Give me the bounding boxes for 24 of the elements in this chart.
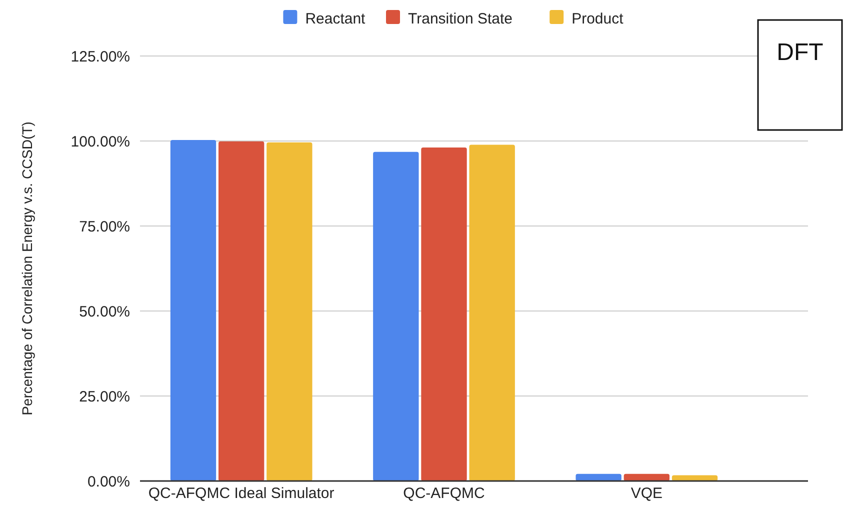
bar	[218, 141, 264, 481]
bar	[469, 144, 515, 481]
legend-label: Product	[572, 10, 624, 28]
y-tick-label: 125.00%	[70, 48, 130, 66]
y-tick-label: 25.00%	[79, 388, 130, 406]
bar	[624, 474, 670, 481]
y-tick-label: 50.00%	[79, 303, 130, 320]
bar	[266, 142, 312, 481]
bar	[421, 147, 467, 481]
x-tick-label: QC-AFQMC	[403, 485, 485, 502]
bar	[170, 140, 216, 481]
text-box: DFT	[757, 19, 843, 131]
y-tick-label: 0.00%	[87, 473, 130, 490]
legend-label: Transition State	[408, 10, 512, 28]
bar	[373, 152, 419, 481]
x-tick-label: VQE	[630, 485, 663, 502]
annotation: DFT	[776, 39, 824, 66]
x-tick-label: QC-AFQMC Ideal Simulator	[148, 485, 334, 502]
y-tick-label: 75.00%	[79, 218, 130, 236]
legend-label: Reactant	[305, 10, 366, 28]
bar	[672, 475, 718, 481]
y-axis-title: Percentage of Correlation Energy v.s. CCSD(T)	[19, 122, 35, 416]
bar	[576, 474, 622, 481]
y-tick-label: 100.00%	[70, 133, 130, 150]
